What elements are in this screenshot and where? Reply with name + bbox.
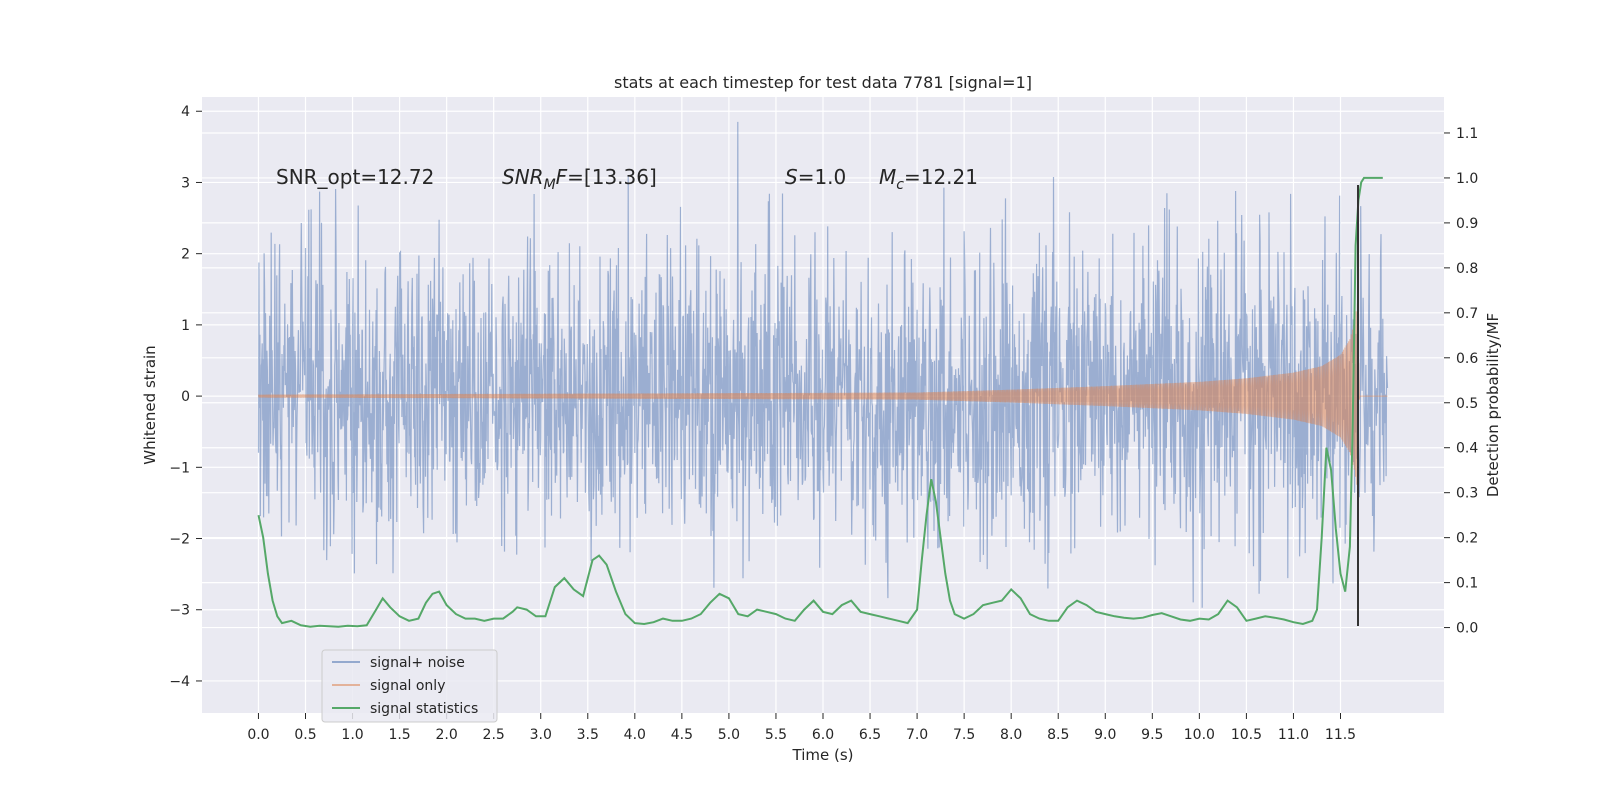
legend-box (321, 649, 498, 723)
legend-label-signal-only: signal only (370, 678, 445, 694)
x-tick-label: 1.0 (341, 727, 363, 743)
y2-tick-label: 0.9 (1456, 216, 1478, 232)
x-tick-label: 4.0 (624, 727, 646, 743)
x-tick-label: 0.0 (247, 727, 269, 743)
y2-tick-label: 0.1 (1456, 576, 1478, 592)
y2-tick-label: 0.3 (1456, 486, 1478, 502)
signal-statistics-line (257, 176, 1383, 628)
y-tick-label: −3 (169, 603, 190, 619)
y-tick-label: 4 (181, 104, 190, 120)
signal-noise-trace (257, 121, 1389, 608)
signal-only-trace (258, 303, 1388, 485)
y2-tick-label: 0.6 (1456, 351, 1478, 367)
annotation-s: S=1.0 (785, 165, 846, 189)
y-axis-ticks: 4 3 2 1 0 −1 −2 −3 −4 (169, 104, 202, 690)
y2-tick-label: 1.1 (1456, 126, 1478, 142)
annotation-mc: Mc=12.21 (879, 165, 978, 193)
x-tick-label: 3.5 (577, 727, 599, 743)
x-axis-label: Time (s) (792, 746, 854, 764)
y-tick-label: 0 (181, 389, 190, 405)
x-tick-label: 6.0 (812, 727, 834, 743)
y-tick-label: 2 (181, 247, 190, 263)
x-tick-label: 5.0 (718, 727, 740, 743)
y2-axis-label: Detection probability/MF (1484, 313, 1502, 497)
x-tick-label: 2.5 (483, 727, 505, 743)
chart-title: stats at each timestep for test data 778… (614, 73, 1032, 92)
x-tick-label: 9.5 (1141, 727, 1163, 743)
x-tick-label: 8.0 (1000, 727, 1022, 743)
y2-tick-label: 1.0 (1456, 171, 1478, 187)
y2-tick-label: 0.8 (1456, 261, 1478, 277)
x-tick-label: 11.5 (1325, 727, 1356, 743)
y-axis-label: Whitened strain (141, 345, 159, 464)
legend: signal+ noise signal only signal statist… (321, 649, 498, 723)
x-tick-label: 9.0 (1094, 727, 1116, 743)
x-tick-label: 11.0 (1278, 727, 1309, 743)
x-tick-label: 10.0 (1184, 727, 1215, 743)
x-axis-ticks: 0.0 0.5 1.0 1.5 2.0 2.5 3.0 3.5 4.0 4.5 5.0 5.5 6.0 6… (247, 713, 1356, 743)
legend-label-signal-statistics: signal statistics (370, 701, 478, 717)
legend-label-signal-noise: signal+ noise (370, 655, 465, 671)
x-tick-label: 1.5 (388, 727, 410, 743)
x-tick-label: 4.5 (671, 727, 693, 743)
x-tick-label: 8.5 (1047, 727, 1069, 743)
x-tick-label: 7.5 (953, 727, 975, 743)
x-tick-label: 2.0 (436, 727, 458, 743)
x-tick-label: 5.5 (765, 727, 787, 743)
x-tick-label: 10.5 (1231, 727, 1262, 743)
x-tick-label: 7.0 (906, 727, 928, 743)
annotation-snr-mf: SNRMF=[13.36] (502, 165, 657, 193)
annotation-snr-opt: SNR_opt=12.72 (276, 165, 434, 189)
y2-tick-label: 0.4 (1456, 441, 1478, 457)
x-tick-label: 0.5 (294, 727, 316, 743)
series-signal-noise (257, 121, 1389, 608)
y-tick-label: −2 (169, 532, 190, 548)
x-tick-label: 3.0 (530, 727, 552, 743)
y-tick-label: 1 (181, 318, 190, 334)
y2-axis-ticks: 1.1 1.0 0.9 0.8 0.7 0.6 0.5 0.4 0.3 0.2 0.1 0.0 (1444, 126, 1478, 637)
y2-tick-label: 0.5 (1456, 396, 1478, 412)
series-signal-only (258, 303, 1388, 485)
y2-tick-label: 0.0 (1456, 621, 1478, 637)
y2-tick-label: 0.7 (1456, 306, 1478, 322)
series-signal-statistics (257, 176, 1383, 628)
x-tick-label: 6.5 (859, 727, 881, 743)
y2-tick-label: 0.2 (1456, 531, 1478, 547)
y-tick-label: −4 (169, 674, 190, 690)
y-tick-label: −1 (169, 460, 190, 476)
y-tick-label: 3 (181, 175, 190, 191)
